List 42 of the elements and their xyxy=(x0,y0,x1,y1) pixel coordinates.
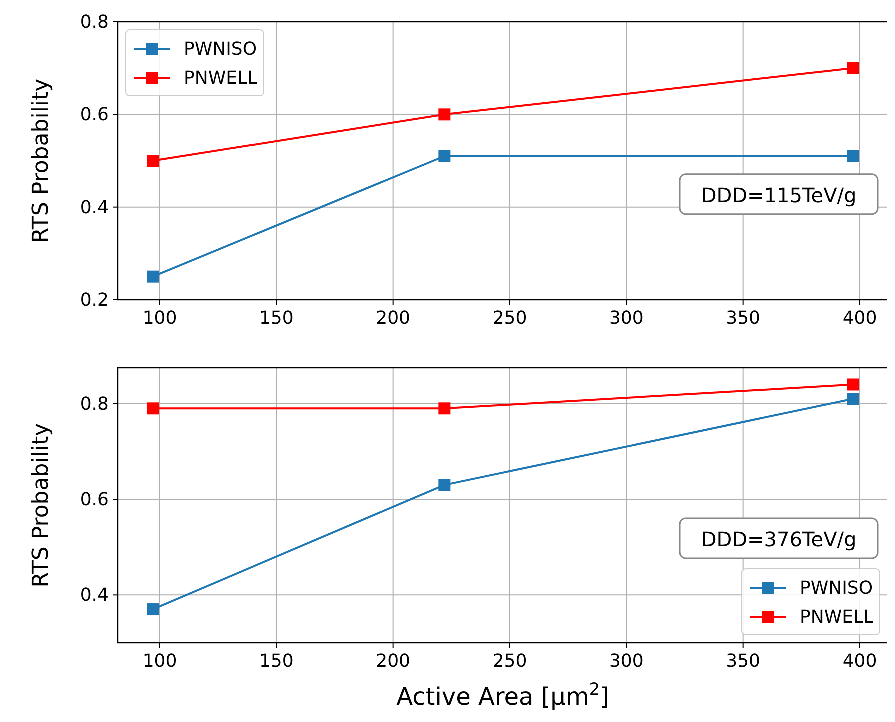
point xyxy=(847,150,859,162)
point xyxy=(438,402,451,415)
legend-label: PNWELL xyxy=(800,607,874,628)
point xyxy=(147,402,159,415)
legend-label: PNWELL xyxy=(184,68,258,89)
x-tick-label: 250 xyxy=(492,651,528,672)
point xyxy=(847,378,859,391)
x-tick-label: 100 xyxy=(142,651,178,672)
y-tick-label: 0.4 xyxy=(80,197,109,218)
annotation: DDD=115TeV/g xyxy=(701,183,857,208)
x-tick-label: 150 xyxy=(259,308,294,329)
point xyxy=(438,150,451,162)
point xyxy=(147,604,159,616)
x-tick-label: 250 xyxy=(492,308,528,329)
y-axis-title: RTS Probability xyxy=(29,423,54,588)
x-tick-label: 100 xyxy=(142,308,178,329)
x-tick-label: 200 xyxy=(376,651,411,672)
x-tick-label: 350 xyxy=(726,651,761,672)
point xyxy=(147,270,159,283)
y-tick-label: 0.6 xyxy=(80,490,109,511)
x-tick-label: 400 xyxy=(842,651,878,672)
point xyxy=(438,108,451,121)
annotation: DDD=376TeV/g xyxy=(701,528,857,552)
point xyxy=(147,155,159,167)
y-tick-label: 0.8 xyxy=(80,12,109,33)
x-tick-label: 200 xyxy=(376,308,411,329)
point xyxy=(847,393,859,406)
y-tick-label: 0.6 xyxy=(80,104,109,126)
y-tick-label: 0.4 xyxy=(80,585,109,606)
y-tick-label: 0.2 xyxy=(80,290,109,311)
y-axis-title: RTS Probability xyxy=(29,78,54,244)
legend-label: PWNISO xyxy=(800,578,874,599)
point xyxy=(438,479,451,492)
x-axis-title: Active Area [μm$^{2}$] xyxy=(396,679,610,711)
y-tick-label: 0.8 xyxy=(80,394,109,415)
x-tick-label: 350 xyxy=(726,308,761,329)
x-tick-label: 150 xyxy=(259,651,294,672)
x-tick-label: 400 xyxy=(842,308,878,329)
x-tick-label: 300 xyxy=(609,308,644,329)
x-tick-label: 300 xyxy=(609,651,644,672)
point xyxy=(847,62,859,74)
legend-label: PWNISO xyxy=(184,39,258,60)
